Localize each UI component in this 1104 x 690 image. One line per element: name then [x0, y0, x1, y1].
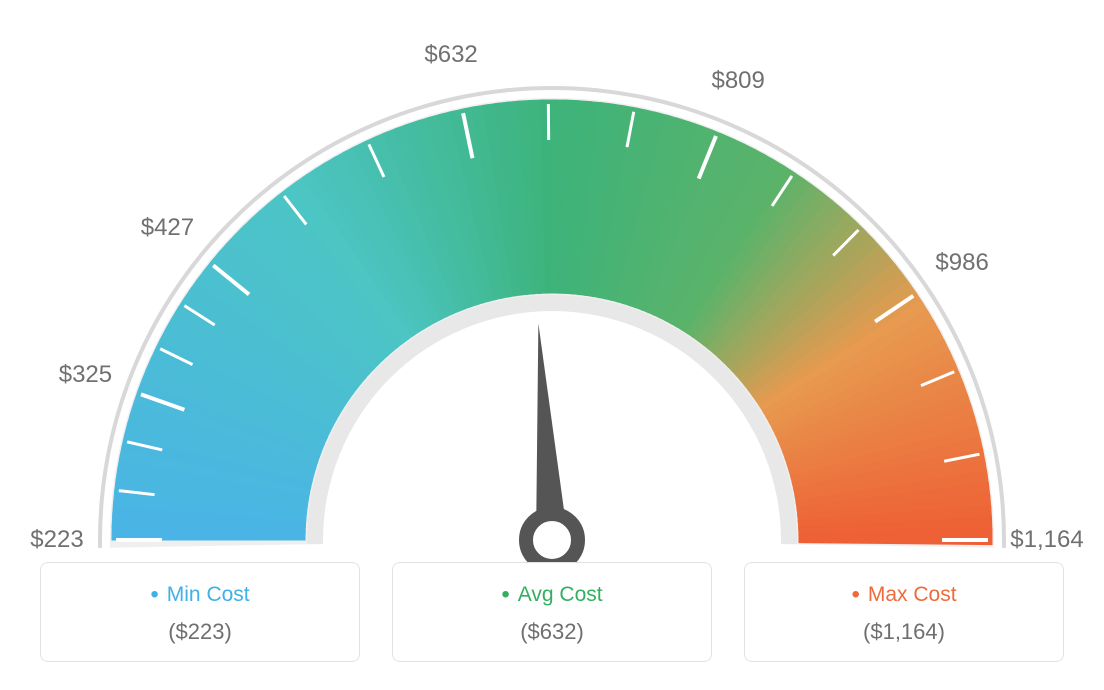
- legend-max-title: Max Cost: [745, 581, 1063, 609]
- legend-row: Min Cost ($223) Avg Cost ($632) Max Cost…: [40, 562, 1064, 662]
- legend-avg-title: Avg Cost: [393, 581, 711, 609]
- gauge-tick-label: $325: [59, 361, 112, 389]
- gauge-tick-label: $427: [141, 214, 194, 242]
- legend-avg-value: ($632): [393, 619, 711, 645]
- legend-card-min: Min Cost ($223): [40, 562, 360, 662]
- gauge-tick-label: $632: [424, 41, 477, 69]
- gauge-tick-label: $1,164: [1010, 526, 1083, 554]
- gauge-chart: [0, 40, 1104, 600]
- legend-min-value: ($223): [41, 619, 359, 645]
- legend-min-title: Min Cost: [41, 581, 359, 609]
- gauge-tick-label: $223: [30, 526, 83, 554]
- legend-card-max: Max Cost ($1,164): [744, 562, 1064, 662]
- legend-max-value: ($1,164): [745, 619, 1063, 645]
- legend-card-avg: Avg Cost ($632): [392, 562, 712, 662]
- gauge-container: $223 $325 $427 $632 $809 $986 $1,164: [0, 0, 1104, 560]
- gauge-tick-label: $809: [711, 67, 764, 95]
- gauge-tick-label: $986: [935, 249, 988, 277]
